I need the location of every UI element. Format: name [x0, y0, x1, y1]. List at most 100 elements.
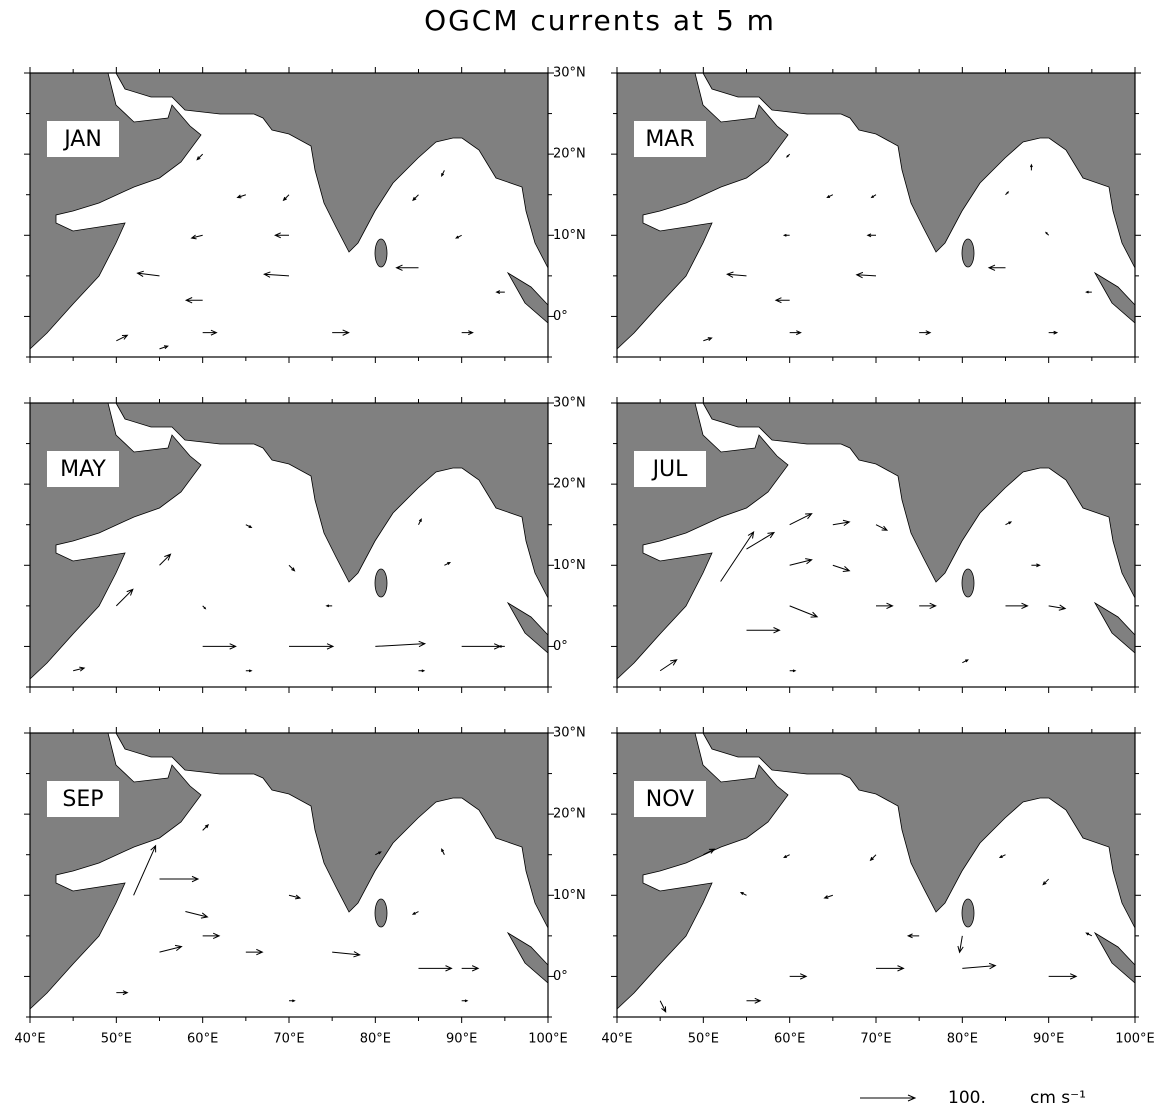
current-arrow [958, 936, 963, 953]
land [30, 73, 548, 349]
current-arrow [462, 966, 479, 971]
current-arrow [962, 963, 995, 968]
x-tick-label: 50°E [688, 1032, 719, 1047]
panel-label: JAN [62, 127, 102, 152]
current-arrow [419, 670, 425, 672]
current-arrow [790, 559, 812, 566]
current-arrow [721, 532, 754, 582]
current-arrow [419, 519, 422, 525]
panel-label: SEP [62, 787, 103, 812]
current-arrow [747, 998, 761, 1003]
chart-title: OGCM currents at 5 m [424, 4, 776, 37]
x-tick-label: 60°E [774, 1032, 805, 1047]
current-arrow [1086, 933, 1092, 936]
x-tick-label: 50°E [101, 1032, 132, 1047]
land-layer [30, 73, 1135, 1009]
current-arrow [160, 346, 168, 349]
current-arrow [160, 876, 199, 881]
current-arrow [116, 589, 132, 606]
current-arrow [790, 974, 807, 979]
current-arrow [727, 272, 746, 277]
current-arrow [1030, 165, 1032, 171]
current-arrow [833, 565, 850, 571]
current-arrow [462, 644, 501, 649]
y-tick-label: 10°N [553, 228, 586, 243]
page: OGCM currents at 5 m JAN 30°N 20°N 10°N 0° MA… [0, 0, 1166, 1111]
y-tick-label: 10°N [553, 888, 586, 903]
reference-units: cm s⁻¹ [1030, 1088, 1086, 1108]
current-arrow [1006, 522, 1012, 525]
land [617, 73, 1135, 349]
current-arrow [660, 1001, 666, 1012]
current-arrow [876, 525, 887, 531]
current-arrow [868, 234, 876, 237]
reference-value: 100. [948, 1088, 986, 1108]
current-arrow [246, 949, 263, 954]
current-arrow [787, 154, 790, 157]
y-tick-label: 0° [553, 309, 568, 324]
current-arrow [908, 934, 919, 938]
current-arrow [1000, 855, 1006, 858]
current-arrow [790, 606, 818, 617]
current-arrow [1049, 974, 1077, 979]
current-arrow [1006, 603, 1028, 608]
current-arrow [497, 291, 505, 294]
current-arrow [442, 849, 445, 855]
current-arrow [1049, 331, 1057, 334]
current-arrow [197, 154, 203, 160]
current-arrow [375, 641, 425, 646]
current-arrow [827, 195, 833, 198]
current-arrow [203, 825, 209, 831]
land [30, 733, 548, 1009]
current-arrow [747, 628, 780, 633]
current-arrow [790, 331, 801, 335]
current-arrow [289, 1000, 295, 1002]
x-tick-label: 100°E [1115, 1032, 1155, 1047]
x-tick-label: 80°E [360, 1032, 391, 1047]
current-arrow [962, 660, 968, 663]
current-arrow [784, 234, 790, 236]
current-arrow [284, 195, 290, 201]
y-tick-label: 0° [553, 969, 568, 984]
current-arrow [116, 991, 127, 995]
current-arrow [703, 338, 711, 341]
current-arrow [138, 271, 160, 276]
current-arrow [444, 563, 450, 566]
current-arrow [784, 855, 790, 858]
current-arrow [919, 603, 936, 608]
current-arrow [185, 912, 207, 919]
current-arrow [790, 670, 796, 672]
current-arrow [397, 265, 419, 270]
current-arrow [825, 895, 833, 898]
x-tick-label: 70°E [273, 1032, 304, 1047]
current-arrow [238, 195, 246, 198]
current-arrow [116, 335, 127, 341]
x-tick-label: 40°E [14, 1032, 45, 1047]
x-tick-label: 80°E [947, 1032, 978, 1047]
current-arrow [186, 298, 203, 303]
current-arrow [289, 644, 333, 649]
current-arrow [289, 895, 300, 899]
y-tick-label: 20°N [553, 147, 586, 162]
current-arrow [919, 331, 930, 335]
current-arrow [833, 520, 850, 525]
current-arrow [747, 533, 775, 550]
x-tick-label: 90°E [446, 1032, 477, 1047]
current-arrow [246, 525, 252, 528]
current-arrow [413, 195, 419, 201]
current-arrow [462, 331, 473, 335]
current-arrow [246, 670, 252, 672]
current-arrow [876, 966, 904, 971]
current-arrow [160, 554, 171, 565]
land [30, 403, 548, 679]
current-arrow [203, 330, 217, 335]
panel-label: NOV [646, 787, 694, 812]
figure: OGCM currents at 5 m JAN 30°N 20°N 10°N 0° MA… [0, 0, 1166, 1111]
y-tick-label: 30°N [553, 726, 586, 741]
current-arrow [790, 514, 812, 525]
current-arrow [1043, 879, 1049, 885]
panel-label: MAY [60, 457, 106, 482]
y-tick-label: 20°N [553, 807, 586, 822]
panel-label: MAR [645, 127, 694, 152]
panel-label: JUL [651, 457, 689, 482]
